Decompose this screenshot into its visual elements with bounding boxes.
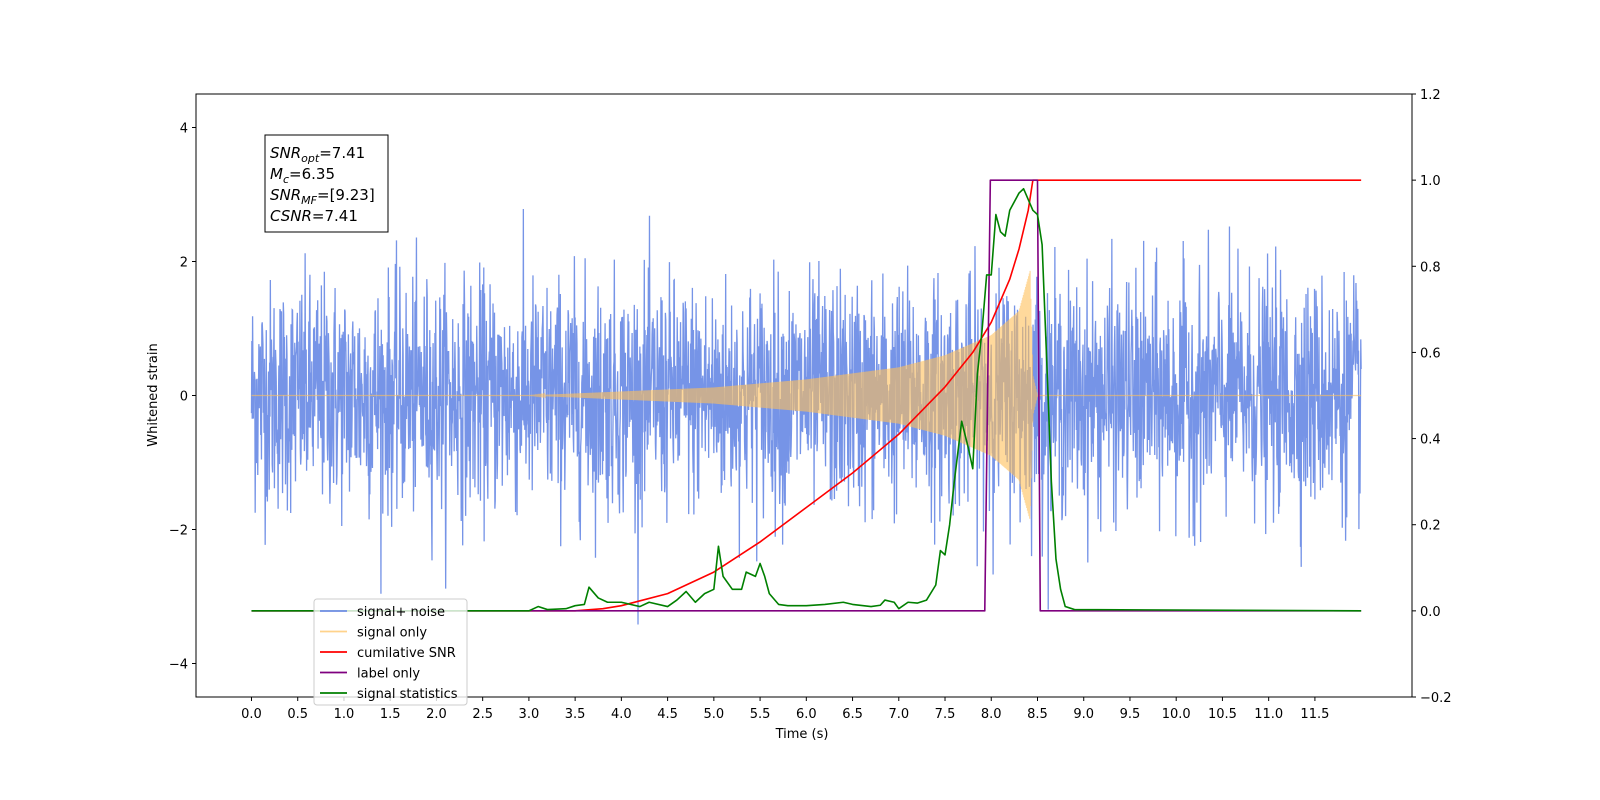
series-signal-statistics-line: [251, 187, 1362, 612]
y-tick-label: 4: [180, 122, 188, 137]
x-tick-label: 0.5: [287, 707, 308, 722]
legend-frame: [313, 598, 468, 706]
x-tick-label: 8.5: [1027, 707, 1048, 722]
legend: signal+ noise signal only cumilative SNR la…: [313, 598, 468, 706]
x-tick-label: 9.5: [1120, 707, 1141, 722]
left-y-axis-ticks: −4 −2 0 2 4: [169, 122, 196, 673]
annotation-line: SNRopt=7.41: [270, 144, 365, 165]
x-tick-label: 7.5: [935, 707, 956, 722]
y-tick-label: −4: [169, 658, 188, 673]
series-signal-noise-line: [250, 208, 1362, 625]
x-tick-label: 0.0: [241, 707, 262, 722]
x-tick-label: 4.5: [657, 707, 678, 722]
series-signal-only-line: [251, 270, 1362, 519]
right-y-tick-label: 1.0: [1420, 174, 1441, 189]
y-tick-label: 0: [180, 390, 188, 405]
series-cumilative-snr-line: [251, 179, 1362, 612]
right-y-axis-ticks: −0.2 0.0 0.2 0.4 0.6 0.8 1.0 1.2: [1412, 88, 1452, 706]
annotation-line: CSNR=7.41: [270, 207, 358, 225]
x-tick-label: 10.0: [1162, 707, 1191, 722]
x-tick-label: 3.5: [565, 707, 586, 722]
right-y-tick-label: 1.2: [1420, 88, 1441, 103]
x-tick-label: 7.0: [888, 707, 909, 722]
x-tick-label: 8.0: [981, 707, 1002, 722]
right-y-tick-label: 0.8: [1420, 260, 1441, 275]
right-y-tick-label: −0.2: [1420, 691, 1452, 706]
legend-entry: signal statistics: [357, 687, 458, 702]
x-tick-label: 5.0: [703, 707, 724, 722]
x-tick-label: 10.5: [1208, 707, 1237, 722]
left-axis-series: [250, 208, 1362, 625]
right-y-tick-label: 0.6: [1420, 346, 1441, 361]
x-tick-label: 1.0: [334, 707, 355, 722]
x-tick-label: 6.0: [796, 707, 817, 722]
x-tick-label: 2.0: [426, 707, 447, 722]
x-tick-label: 4.0: [611, 707, 632, 722]
legend-entry: label only: [357, 667, 420, 682]
x-tick-label: 9.0: [1073, 707, 1094, 722]
legend-entry: signal only: [357, 626, 427, 641]
x-tick-label: 5.5: [750, 707, 771, 722]
series-label-only-line: [251, 179, 1362, 612]
x-axis-ticks: 0.0 0.5 1.0 1.5 2.0 2.5 3.0 3.5 4.0 4.5 5.0 5.5 6.0 6…: [241, 697, 1329, 722]
legend-entry: signal+ noise: [357, 605, 445, 620]
right-y-tick-label: 0.0: [1420, 605, 1441, 620]
x-tick-label: 1.5: [380, 707, 401, 722]
x-axis-label: Time (s): [775, 727, 829, 742]
annotation-frame: [264, 134, 389, 233]
x-tick-label: 2.5: [472, 707, 493, 722]
right-y-tick-label: 0.2: [1420, 519, 1441, 534]
right-y-tick-label: 0.4: [1420, 433, 1441, 448]
y-axis-label: Whitened strain: [146, 343, 161, 446]
x-tick-label: 6.5: [842, 707, 863, 722]
legend-entry: cumilative SNR: [357, 646, 456, 661]
annotation-line: Mc=6.35: [270, 165, 335, 186]
x-tick-label: 3.0: [519, 707, 540, 722]
right-axis-series: [251, 179, 1362, 612]
x-tick-label: 11.5: [1300, 707, 1329, 722]
y-tick-label: −2: [169, 524, 188, 539]
annotation-line: SNRMF=[9.23]: [270, 186, 375, 207]
x-tick-label: 11.0: [1254, 707, 1283, 722]
y-tick-label: 2: [180, 256, 188, 271]
